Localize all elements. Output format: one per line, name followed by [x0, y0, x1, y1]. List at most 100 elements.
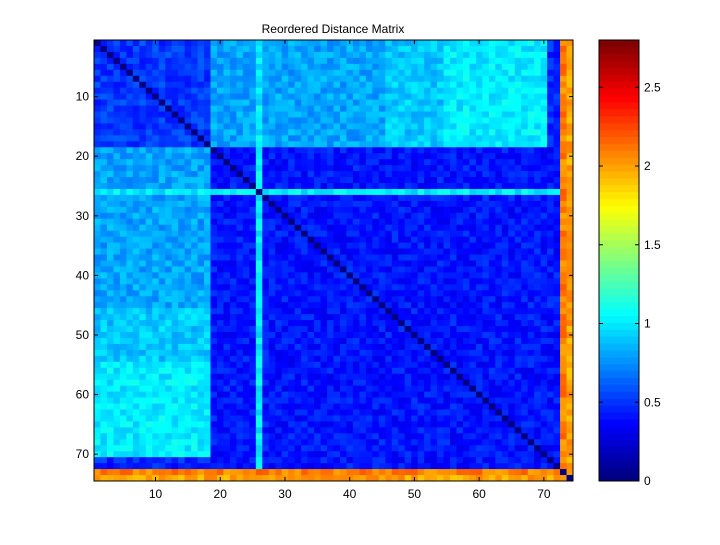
heatmap-cell	[275, 332, 283, 339]
heatmap-cell	[560, 427, 568, 434]
heatmap-cell	[262, 433, 270, 440]
heatmap-cell	[307, 391, 315, 399]
heatmap-cell	[204, 111, 212, 118]
heatmap-cell	[191, 87, 199, 95]
heatmap-cell	[165, 284, 173, 291]
heatmap-cell	[197, 105, 205, 113]
heatmap-cell	[314, 117, 322, 124]
heatmap-cell	[469, 290, 477, 297]
heatmap-cell	[566, 177, 574, 184]
heatmap-cell	[204, 212, 212, 220]
heatmap-cell	[236, 236, 244, 244]
heatmap-cell	[365, 165, 373, 172]
heatmap-cell	[527, 391, 535, 399]
heatmap-cell	[346, 183, 354, 190]
heatmap-cell	[333, 332, 341, 339]
heatmap-cell	[398, 171, 406, 178]
heatmap-cell	[514, 343, 522, 351]
heatmap-cell	[385, 87, 393, 95]
heatmap-cell	[378, 105, 386, 113]
heatmap-cell	[100, 183, 108, 190]
heatmap-cell	[437, 391, 445, 399]
heatmap-cell	[488, 284, 496, 291]
heatmap-cell	[100, 135, 108, 142]
heatmap-cell	[514, 266, 522, 273]
heatmap-cell	[450, 200, 457, 208]
heatmap-cell	[365, 433, 373, 440]
heatmap-cell	[437, 349, 445, 357]
heatmap-cell	[488, 337, 496, 345]
heatmap-cell	[113, 177, 121, 184]
heatmap-cell	[385, 308, 393, 315]
heatmap-cell	[184, 397, 192, 405]
heatmap-cell	[456, 391, 464, 399]
heatmap-cell	[255, 200, 263, 208]
heatmap-cell	[508, 177, 516, 184]
heatmap-cell	[501, 332, 509, 339]
heatmap-cell	[450, 206, 457, 214]
heatmap-cell	[566, 117, 574, 124]
heatmap-cell	[333, 343, 341, 351]
heatmap-cell	[547, 373, 555, 381]
heatmap-cell	[534, 129, 542, 136]
heatmap-cell	[359, 159, 367, 166]
heatmap-cell	[495, 433, 503, 440]
heatmap-cell	[553, 260, 561, 267]
heatmap-cell	[488, 51, 496, 59]
heatmap-cell	[262, 254, 270, 261]
heatmap-cell	[404, 51, 412, 59]
heatmap-cell	[275, 230, 283, 238]
heatmap-cell	[126, 308, 134, 315]
heatmap-cell	[307, 373, 315, 381]
heatmap-cell	[501, 242, 509, 250]
heatmap-cell	[165, 218, 173, 226]
heatmap-cell	[398, 111, 406, 118]
heatmap-cell	[553, 135, 561, 142]
heatmap-cell	[488, 349, 496, 357]
heatmap-cell	[126, 254, 134, 261]
heatmap-cell	[508, 236, 516, 244]
heatmap-cell	[430, 290, 438, 297]
heatmap-cell	[139, 218, 147, 226]
heatmap-cell	[307, 183, 315, 190]
heatmap-cell	[314, 266, 322, 273]
heatmap-cell	[119, 117, 127, 124]
heatmap-cell	[294, 69, 302, 77]
heatmap-cell	[527, 320, 535, 327]
heatmap-cell	[100, 224, 108, 232]
heatmap-cell	[365, 385, 373, 393]
heatmap-cell	[288, 254, 296, 261]
heatmap-cell	[145, 367, 153, 375]
heatmap-cell	[553, 93, 561, 101]
heatmap-cell	[236, 194, 244, 202]
heatmap-cell	[424, 415, 432, 422]
heatmap-cell	[165, 57, 173, 65]
heatmap-cell	[184, 326, 192, 333]
heatmap-cell	[242, 93, 250, 101]
heatmap-cell	[294, 236, 302, 244]
heatmap-cell	[178, 75, 186, 83]
heatmap-cell	[333, 314, 341, 321]
heatmap-cell	[126, 183, 134, 190]
heatmap-cell	[469, 224, 477, 232]
heatmap-cell	[333, 171, 341, 178]
heatmap-cell	[152, 51, 160, 59]
heatmap-cell	[411, 433, 419, 440]
heatmap-cell	[398, 284, 406, 291]
heatmap-cell	[210, 332, 218, 339]
heatmap-cell	[139, 75, 147, 83]
heatmap-cell	[475, 355, 483, 363]
heatmap-cell	[488, 254, 496, 261]
heatmap-cell	[482, 326, 490, 333]
heatmap-cell	[385, 111, 393, 118]
heatmap-cell	[191, 403, 199, 410]
heatmap-cell	[372, 224, 380, 232]
heatmap-cell	[314, 69, 322, 77]
heatmap-cell	[204, 147, 212, 154]
heatmap-cell	[106, 69, 114, 77]
heatmap-cell	[236, 296, 244, 303]
heatmap-cell	[145, 349, 153, 357]
heatmap-cell	[372, 379, 380, 387]
heatmap-cell	[378, 367, 386, 375]
heatmap-cell	[521, 135, 529, 142]
